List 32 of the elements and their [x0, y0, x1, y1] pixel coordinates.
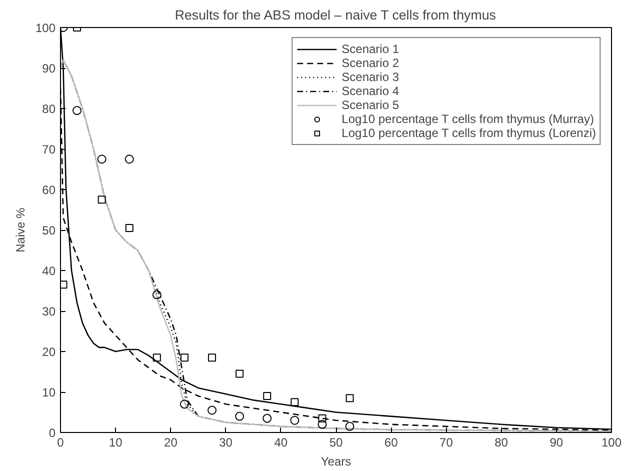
x-tick-label: 10	[108, 436, 123, 450]
x-tick-label: 60	[384, 436, 398, 450]
x-tick-label: 20	[164, 436, 178, 450]
y-axis-title: Naive %	[13, 207, 28, 252]
y-tick-label: 60	[42, 183, 56, 197]
x-tick-label: 40	[274, 436, 288, 450]
y-tick-label: 80	[42, 102, 56, 116]
x-tick-label: 90	[550, 436, 564, 450]
legend-label: Log10 percentage T cells from thymus (Murray)	[342, 112, 594, 126]
legend-label: Scenario 1	[342, 42, 400, 56]
x-tick-label: 80	[494, 436, 508, 450]
y-tick-label: 40	[42, 264, 56, 278]
y-tick-label: 20	[42, 345, 56, 359]
y-tick-label: 10	[42, 386, 56, 400]
x-tick-label: 50	[329, 436, 343, 450]
x-tick-label: 70	[440, 436, 454, 450]
chart-title: Results for the ABS model – naive T cells from thymus	[174, 8, 496, 22]
legend-label: Scenario 3	[342, 70, 400, 84]
x-tick-label: 30	[219, 436, 233, 450]
x-axis-title: Years	[320, 454, 352, 468]
legend-label: Scenario 2	[342, 56, 400, 70]
y-tick-label: 0	[48, 426, 56, 440]
y-tick-label: 30	[42, 304, 56, 318]
legend-label: Scenario 5	[342, 98, 400, 112]
x-tick-label: 0	[57, 436, 64, 450]
y-tick-label: 50	[42, 224, 56, 238]
x-tick-label: 100	[601, 436, 622, 450]
y-tick-label: 70	[42, 142, 56, 156]
legend-label: Log10 percentage T cells from thymus (Lorenzi)	[342, 126, 596, 140]
y-tick-label: 90	[42, 62, 56, 76]
legend-label: Scenario 4	[342, 84, 400, 98]
y-tick-label: 100	[35, 21, 56, 35]
